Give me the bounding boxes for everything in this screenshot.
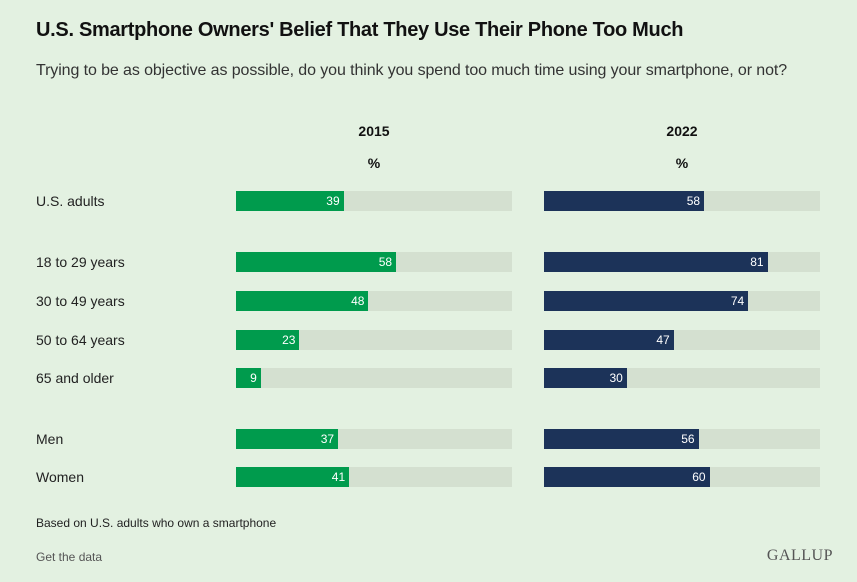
row-label: 18 to 29 years [36, 254, 125, 270]
bar-track-2022: 47 [544, 330, 820, 350]
bar-2015 [236, 368, 261, 388]
bar-track-2015: 39 [236, 191, 512, 211]
data-label-2022: 58 [686, 194, 701, 208]
row-label: Men [36, 431, 64, 447]
bar-track-2022: 30 [544, 368, 820, 388]
column-header-2022: 2022 [666, 123, 698, 139]
data-label-2022: 47 [656, 333, 670, 347]
bar-track-2022: 74 [544, 291, 820, 311]
bar-2022 [544, 191, 705, 211]
bar-2015 [236, 429, 339, 449]
get-the-data-link[interactable]: Get the data [36, 550, 103, 564]
row-label: 50 to 64 years [36, 332, 125, 348]
bar-track-2015: 9 [236, 368, 512, 388]
bar-2015 [236, 252, 397, 272]
column-header-2015: 2015 [358, 123, 390, 139]
data-label-2022: 74 [730, 294, 745, 308]
bar-track-2022: 81 [544, 252, 820, 272]
data-label-2022: 81 [750, 255, 764, 269]
bar-2015 [236, 330, 300, 350]
unit-label-2015: % [367, 155, 381, 171]
bar-2015 [236, 191, 344, 211]
bar-track-2015: 41 [236, 467, 512, 487]
gallup-logo: GALLUP [766, 547, 833, 564]
bar-track-2015: 48 [236, 291, 512, 311]
chart-subtitle: Trying to be as objective as possible, d… [36, 62, 788, 79]
row-label: U.S. adults [36, 193, 105, 209]
unit-label-2022: % [675, 155, 689, 171]
bar-2022 [544, 429, 699, 449]
bar-track-2022: 60 [544, 467, 820, 487]
bar-2022 [544, 252, 768, 272]
data-label-2015: 9 [250, 371, 257, 385]
data-label-2015: 48 [351, 294, 365, 308]
data-label-2015: 58 [378, 255, 393, 269]
bar-2022 [544, 368, 627, 388]
chart-title: U.S. Smartphone Owners' Belief That They… [36, 19, 684, 41]
bar-2015 [236, 467, 350, 487]
footnote: Based on U.S. adults who own a smartphon… [36, 516, 277, 530]
bar-2015 [236, 291, 369, 311]
bar-2022 [544, 467, 710, 487]
bar-track-2022: 58 [544, 191, 820, 211]
data-label-2015: 23 [282, 333, 296, 347]
data-label-2015: 37 [320, 432, 335, 446]
bar-2022 [544, 291, 749, 311]
bar-track-2022: 56 [544, 429, 820, 449]
data-label-2022: 56 [681, 432, 695, 446]
data-label-2022: 30 [609, 371, 623, 385]
data-label-2022: 60 [692, 470, 706, 484]
bar-track-2015: 23 [236, 330, 512, 350]
row-label: 30 to 49 years [36, 293, 125, 309]
data-label-2015: 41 [331, 470, 346, 484]
bar-2022 [544, 330, 674, 350]
row-label: Women [36, 469, 84, 485]
data-label-2015: 39 [326, 194, 340, 208]
bar-track-2015: 58 [236, 252, 512, 272]
row-label: 65 and older [36, 370, 114, 386]
bar-track-2015: 37 [236, 429, 512, 449]
